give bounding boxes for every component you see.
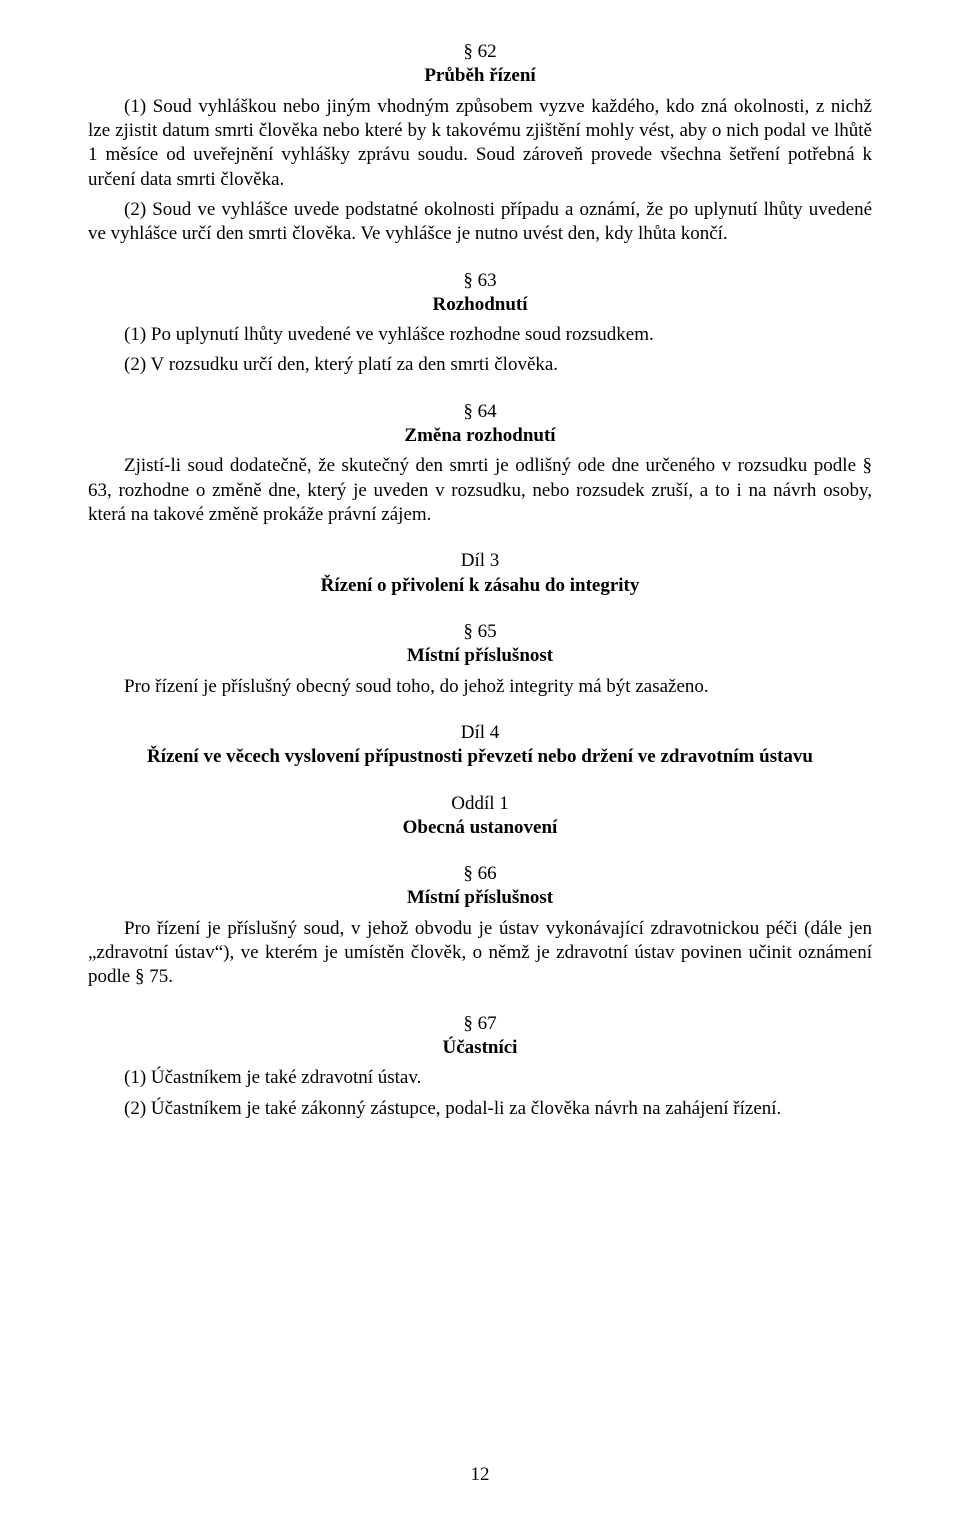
dil-4-label: Díl 4 [88, 721, 872, 745]
section-62-number: § 62 [88, 40, 872, 64]
page-number: 12 [0, 1463, 960, 1487]
dil-3-title: Řízení o přivolení k zásahu do integrity [88, 574, 872, 598]
section-65-title: Místní příslušnost [88, 644, 872, 668]
section-63-para-2: (2) V rozsudku určí den, který platí za … [88, 353, 872, 377]
oddil-1-title: Obecná ustanovení [88, 816, 872, 840]
section-66-title: Místní příslušnost [88, 886, 872, 910]
section-66-para-1: Pro řízení je příslušný soud, v jehož ob… [88, 917, 872, 990]
section-67-para-2: (2) Účastníkem je také zákonný zástupce,… [88, 1097, 872, 1121]
section-62-para-1: (1) Soud vyhláškou nebo jiným vhodným zp… [88, 95, 872, 192]
oddil-1-label: Oddíl 1 [88, 792, 872, 816]
section-62-title: Průběh řízení [88, 64, 872, 88]
section-64-number: § 64 [88, 400, 872, 424]
section-63-title: Rozhodnutí [88, 293, 872, 317]
section-62-para-2: (2) Soud ve vyhlášce uvede podstatné oko… [88, 198, 872, 247]
section-67-number: § 67 [88, 1012, 872, 1036]
section-66-number: § 66 [88, 862, 872, 886]
page: § 62 Průběh řízení (1) Soud vyhláškou ne… [0, 0, 960, 1515]
section-63-para-1: (1) Po uplynutí lhůty uvedené ve vyhlášc… [88, 323, 872, 347]
dil-4-title: Řízení ve věcech vyslovení přípustnosti … [88, 745, 872, 769]
section-64-title: Změna rozhodnutí [88, 424, 872, 448]
section-67-title: Účastníci [88, 1036, 872, 1060]
section-64-para-1: Zjistí-li soud dodatečně, že skutečný de… [88, 454, 872, 527]
dil-3-label: Díl 3 [88, 549, 872, 573]
section-65-number: § 65 [88, 620, 872, 644]
section-65-para-1: Pro řízení je příslušný obecný soud toho… [88, 675, 872, 699]
section-63-number: § 63 [88, 269, 872, 293]
section-67-para-1: (1) Účastníkem je také zdravotní ústav. [88, 1066, 872, 1090]
